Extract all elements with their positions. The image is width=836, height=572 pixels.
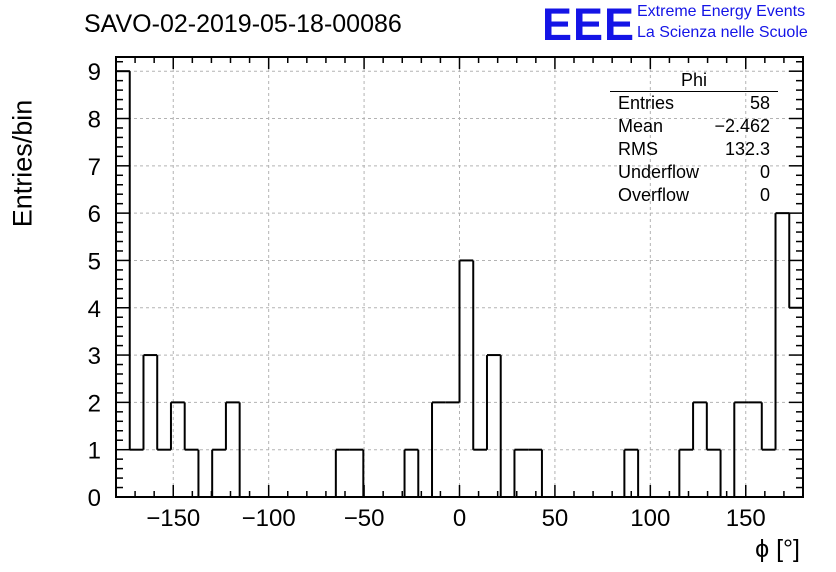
stats-value: 0 [759,185,770,205]
logo-caption-line1: Extreme Energy Events [637,3,806,20]
stats-box: Phi Entries 58 Mean −2.462 RMS 132.3 Und… [610,70,778,207]
y-tick-label: 0 [88,485,101,512]
y-tick-label: 6 [88,201,101,228]
stats-row-mean: Mean −2.462 [610,115,778,138]
stats-value: −2.462 [714,116,770,136]
x-tick-label: 100 [630,505,670,532]
x-tick-label: 150 [726,505,766,532]
stats-row-entries: Entries 58 [610,92,778,115]
stats-label: RMS [618,139,658,159]
chart-title: SAVO-02-2019-05-18-00086 [84,10,402,38]
x-tick-label: 0 [453,505,466,532]
y-tick-label: 5 [88,248,101,275]
y-tick-label: 8 [88,107,101,134]
stats-row-overflow: Overflow 0 [610,184,778,207]
eee-logo: EEE [542,0,636,50]
stats-value: 0 [759,162,770,182]
x-tick-label: −50 [344,505,385,532]
stats-title: Phi [610,70,778,92]
stats-label: Mean [618,116,664,136]
logo-caption-line2: La Scienza nelle Scuole [637,24,808,41]
x-tick-label: −150 [146,505,200,532]
stats-row-rms: RMS 132.3 [610,138,778,161]
stats-label: Overflow [618,185,690,205]
y-tick-label: 3 [88,343,101,370]
stats-label: Entries [618,93,675,113]
y-tick-label: 9 [88,59,101,86]
y-tick-label: 1 [88,438,101,465]
x-tick-label: 50 [542,505,569,532]
stats-label: Underflow [618,162,700,182]
y-tick-label: 4 [88,296,101,323]
y-tick-label: 2 [88,390,101,417]
x-axis-label: ϕ [°] [755,535,800,563]
y-tick-label: 7 [88,154,101,181]
stats-row-underflow: Underflow 0 [610,161,778,184]
stats-value: 132.3 [724,139,770,159]
stats-value: 58 [749,93,770,113]
x-tick-label: −100 [242,505,296,532]
